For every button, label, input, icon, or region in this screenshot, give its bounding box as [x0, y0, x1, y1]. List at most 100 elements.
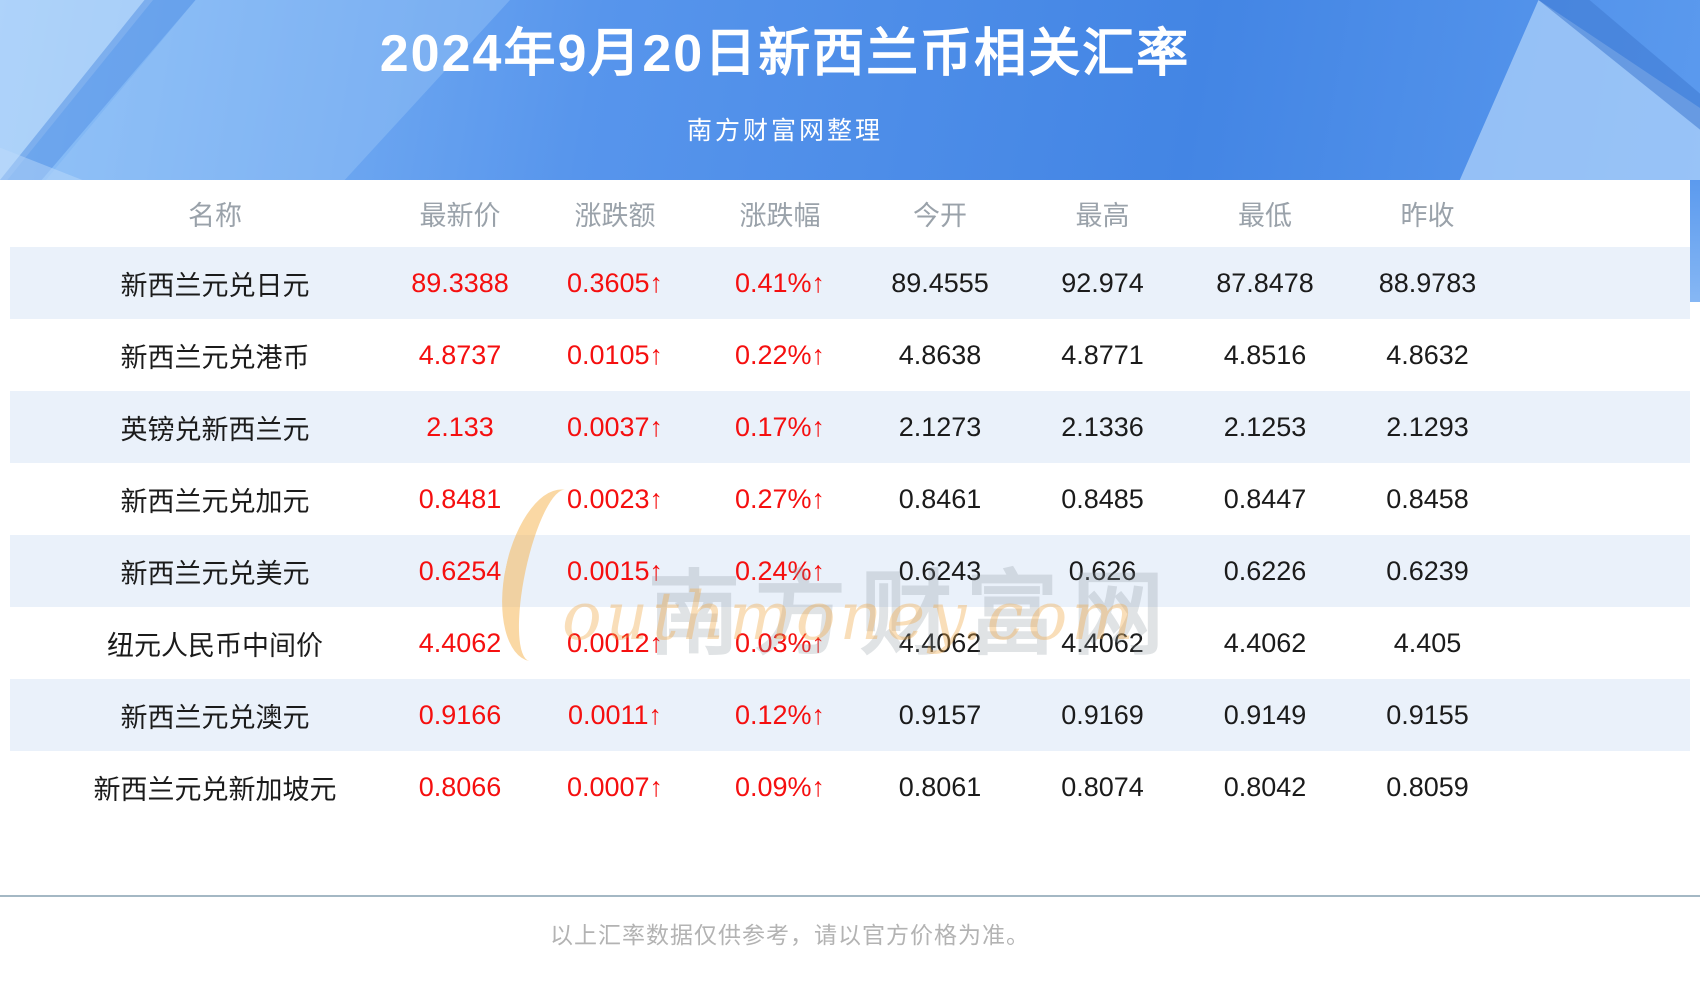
- cell-latest: 0.6254: [418, 555, 502, 586]
- cell-prev-close: 4.405: [1393, 627, 1462, 658]
- column-header-change: 涨跌额: [574, 201, 656, 231]
- cell-high: 4.8771: [1061, 339, 1144, 370]
- cell-low: 87.8478: [1216, 267, 1314, 298]
- table-row: 新西兰元兑美元 0.6254 0.0015↑ 0.24%↑ 0.6243 0.626 0.6…: [10, 535, 1690, 607]
- table-row: 新西兰元兑加元 0.8481 0.0023↑ 0.27%↑ 0.8461 0.8485 0.…: [10, 463, 1690, 535]
- cell-low: 4.8516: [1223, 339, 1307, 370]
- cell-latest: 89.3388: [411, 267, 509, 298]
- cell-change: 0.0023↑: [566, 483, 664, 514]
- cell-change-pct: 0.17%↑: [734, 411, 826, 442]
- cell-change-pct: 0.03%↑: [734, 627, 826, 658]
- cell-latest: 0.8481: [418, 483, 502, 514]
- cell-change-pct: 0.24%↑: [734, 555, 826, 586]
- column-header-prev-close: 昨收: [1400, 201, 1455, 231]
- cell-low: 0.9149: [1223, 699, 1307, 730]
- cell-prev-close: 0.6239: [1386, 555, 1469, 586]
- cell-prev-close: 4.8632: [1386, 339, 1469, 370]
- cell-change-pct: 0.12%↑: [734, 699, 826, 730]
- cell-change-pct: 0.27%↑: [734, 483, 826, 514]
- cell-spacer: [1510, 319, 1690, 391]
- cell-latest: 4.4062: [418, 627, 502, 658]
- table-row: 新西兰元兑日元 89.3388 0.3605↑ 0.41%↑ 89.4555 92.974…: [10, 247, 1690, 319]
- cell-high: 92.974: [1061, 267, 1144, 298]
- cell-latest: 0.8066: [418, 771, 502, 802]
- cell-name: 纽元人民币中间价: [107, 630, 323, 661]
- cell-name: 新西兰元兑美元: [120, 558, 310, 589]
- cell-open: 2.1273: [898, 411, 982, 442]
- column-header-spacer: [1510, 180, 1690, 247]
- table-row: 英镑兑新西兰元 2.133 0.0037↑ 0.17%↑ 2.1273 2.1336 2.1…: [10, 391, 1690, 463]
- cell-change: 0.3605↑: [566, 267, 664, 298]
- cell-spacer: [1510, 607, 1690, 679]
- cell-high: 0.8074: [1061, 771, 1144, 802]
- rates-table-card: 名称 最新价 涨跌额 涨跌幅 今开 最高 最低 昨收 新西兰元兑日元 89.338…: [10, 180, 1690, 823]
- column-header-low: 最低: [1238, 201, 1292, 231]
- table-row: 纽元人民币中间价 4.4062 0.0012↑ 0.03%↑ 4.4062 4.4062 4…: [10, 607, 1690, 679]
- hero-text-block: 2024年9月20日新西兰币相关汇率 南方财富网整理: [0, 25, 1700, 147]
- page-subtitle: 南方财富网整理: [686, 117, 883, 146]
- cell-low: 0.8447: [1223, 483, 1307, 514]
- rates-table: 名称 最新价 涨跌额 涨跌幅 今开 最高 最低 昨收 新西兰元兑日元 89.338…: [10, 180, 1690, 823]
- cell-name: 新西兰元兑加元: [120, 486, 310, 517]
- cell-name: 英镑兑新西兰元: [120, 414, 310, 445]
- cell-change: 0.0011↑: [567, 699, 663, 730]
- cell-high: 4.4062: [1061, 627, 1144, 658]
- hero-banner: 2024年9月20日新西兰币相关汇率 南方财富网整理: [0, 0, 1700, 180]
- cell-spacer: [1510, 463, 1690, 535]
- cell-high: 0.8485: [1061, 483, 1144, 514]
- cell-open: 4.4062: [898, 627, 982, 658]
- cell-high: 0.626: [1068, 555, 1137, 586]
- cell-change-pct: 0.41%↑: [734, 267, 826, 298]
- cell-open: 0.6243: [898, 555, 982, 586]
- cell-high: 2.1336: [1061, 411, 1144, 442]
- cell-name: 新西兰元兑澳元: [120, 702, 310, 733]
- cell-prev-close: 0.8458: [1386, 483, 1469, 514]
- column-header-name: 名称: [188, 201, 242, 231]
- cell-open: 0.8461: [898, 483, 982, 514]
- column-header-latest: 最新价: [419, 201, 501, 231]
- cell-open: 0.8061: [898, 771, 982, 802]
- table-row: 新西兰元兑港币 4.8737 0.0105↑ 0.22%↑ 4.8638 4.8771 4.…: [10, 319, 1690, 391]
- table-header-row: 名称 最新价 涨跌额 涨跌幅 今开 最高 最低 昨收: [10, 180, 1690, 247]
- cell-name: 新西兰元兑日元: [120, 270, 310, 301]
- cell-low: 4.4062: [1223, 627, 1307, 658]
- column-header-high: 最高: [1075, 201, 1130, 231]
- cell-name: 新西兰元兑新加坡元: [93, 774, 337, 805]
- cell-open: 0.9157: [898, 699, 982, 730]
- cell-open: 89.4555: [891, 267, 989, 298]
- column-header-change-pct: 涨跌幅: [739, 201, 821, 231]
- table-row: 新西兰元兑澳元 0.9166 0.0011↑ 0.12%↑ 0.9157 0.9169 0.…: [10, 679, 1690, 751]
- table-row: 新西兰元兑新加坡元 0.8066 0.0007↑ 0.09%↑ 0.8061 0.8074…: [10, 751, 1690, 823]
- cell-change-pct: 0.22%↑: [734, 339, 826, 370]
- cell-latest: 4.8737: [418, 339, 502, 370]
- cell-high: 0.9169: [1061, 699, 1144, 730]
- page-title: 2024年9月20日新西兰币相关汇率: [379, 25, 1191, 83]
- cell-change-pct: 0.09%↑: [734, 771, 826, 802]
- cell-spacer: [1510, 247, 1690, 319]
- cell-low: 0.6226: [1223, 555, 1307, 586]
- cell-prev-close: 0.9155: [1386, 699, 1469, 730]
- cell-spacer: [1510, 535, 1690, 607]
- cell-change: 0.0007↑: [566, 771, 664, 802]
- cell-spacer: [1510, 391, 1690, 463]
- cell-spacer: [1510, 679, 1690, 751]
- cell-prev-close: 88.9783: [1378, 267, 1477, 298]
- cell-open: 4.8638: [898, 339, 982, 370]
- cell-prev-close: 0.8059: [1386, 771, 1469, 802]
- cell-change: 0.0105↑: [566, 339, 664, 370]
- cell-spacer: [1510, 751, 1690, 823]
- cell-low: 0.8042: [1223, 771, 1307, 802]
- cell-latest: 2.133: [426, 411, 494, 442]
- divider: [0, 895, 1700, 897]
- cell-name: 新西兰元兑港币: [120, 342, 310, 373]
- column-header-open: 今开: [913, 201, 967, 231]
- cell-latest: 0.9166: [418, 699, 502, 730]
- cell-change: 0.0012↑: [566, 627, 664, 658]
- footer-note: 以上汇率数据仅供参考，请以官方价格为准。: [550, 922, 1030, 948]
- cell-low: 2.1253: [1223, 411, 1307, 442]
- cell-change: 0.0015↑: [566, 555, 664, 586]
- cell-change: 0.0037↑: [566, 411, 664, 442]
- cell-prev-close: 2.1293: [1386, 411, 1469, 442]
- decorative-right-sliver: [1690, 180, 1700, 302]
